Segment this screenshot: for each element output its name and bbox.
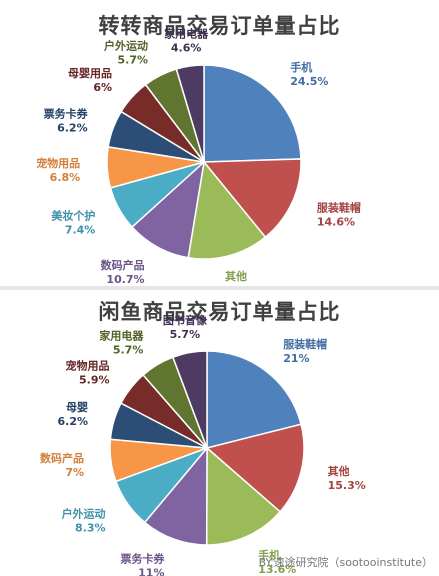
slice-percent-label: 8.3%	[75, 521, 106, 534]
chart-title: 转转商品交易订单量占比	[98, 14, 341, 38]
slice-percent-label: 7.4%	[65, 224, 96, 237]
pie-slice	[175, 64, 205, 163]
pie-slice	[202, 158, 302, 239]
panel-divider	[0, 286, 439, 290]
slice-percent-label: 4.6%	[171, 41, 202, 54]
slice-label: 宠物用品	[66, 358, 110, 372]
slice-percent-label: 6%	[93, 81, 112, 94]
slice-label: 母婴	[66, 401, 88, 414]
slice-label: 票务卡券	[44, 106, 89, 120]
slice-label: 服装鞋帽	[317, 200, 361, 214]
slice-percent-label: 15.3%	[328, 479, 366, 492]
pie-slice	[171, 350, 208, 449]
slice-label: 户外运动	[62, 506, 106, 520]
slice-percent-label: 11%	[138, 566, 164, 576]
slice-percent-label: 6.2%	[57, 415, 88, 428]
slice-label: 数码产品	[40, 451, 84, 465]
slice-percent-label: 6.8%	[50, 171, 81, 184]
slice-percent-label: 5.7%	[118, 53, 149, 66]
slice-label: 美妆个护	[51, 209, 95, 223]
slice-label: 服装鞋帽	[283, 337, 327, 351]
pie-slice	[203, 64, 302, 163]
slice-percent-label: 5.7%	[113, 344, 144, 357]
slice-label: 图书音像	[163, 313, 208, 327]
slice-percent-label: 21%	[283, 352, 309, 365]
slice-label: 母婴用品	[68, 67, 112, 80]
slice-label: 其他	[328, 464, 350, 478]
pie-slice	[143, 445, 208, 546]
chart-panel-xianyu: 闲鱼商品交易订单量占比 服装鞋帽 21% 其他 15.3% 手机 13.6% 票务卡券 11%…	[0, 290, 439, 576]
slice-label: 家用电器	[164, 26, 209, 40]
slice-label: 宠物用品	[36, 156, 80, 170]
pie-chart-zhuanzhuan: 手机24.5%服装鞋帽14.6%其他13.5%数码产品10.7%美妆个护7.4%…	[36, 26, 361, 297]
chart-title: 闲鱼商品交易订单量占比	[98, 300, 341, 324]
slice-percent-label: 5.7%	[170, 328, 201, 341]
slice-percent-label: 7%	[65, 466, 84, 479]
slice-label: 数码产品	[101, 258, 145, 272]
slice-label: 票务卡券	[121, 551, 166, 565]
slice-percent-label: 24.5%	[290, 75, 328, 88]
pie-slice	[205, 423, 305, 513]
slice-label: 户外运动	[104, 38, 148, 52]
slice-percent-label: 5.9%	[79, 373, 110, 386]
pie-slice	[205, 446, 282, 546]
chart-panel-zhuanzhuan: 转转商品交易订单量占比 手机24.5%服装鞋帽14.6%其他13.5%数码产品1…	[0, 0, 439, 297]
slice-label: 其他	[225, 269, 247, 283]
pie-slice	[187, 160, 267, 260]
slice-label: 手机	[290, 60, 312, 74]
slice-label: 手机	[258, 548, 280, 562]
source-credit: BY.速途研究院（sootooinstitute）	[258, 556, 433, 569]
slice-percent-label: 6.2%	[57, 121, 88, 134]
slice-percent-label: 10.7%	[106, 273, 144, 286]
slice-label: 家用电器	[99, 329, 144, 343]
slice-percent-label: 13.6%	[258, 563, 296, 576]
slice-percent-label: 14.6%	[317, 215, 355, 228]
pie-slice	[206, 350, 302, 449]
